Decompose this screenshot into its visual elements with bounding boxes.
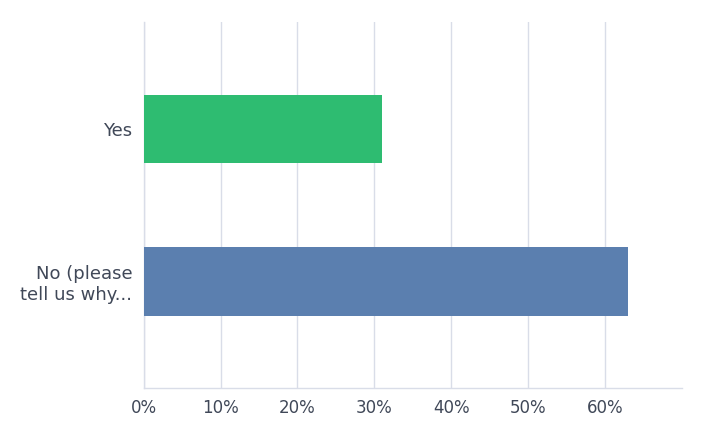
Bar xyxy=(144,247,628,316)
Bar xyxy=(144,95,382,163)
